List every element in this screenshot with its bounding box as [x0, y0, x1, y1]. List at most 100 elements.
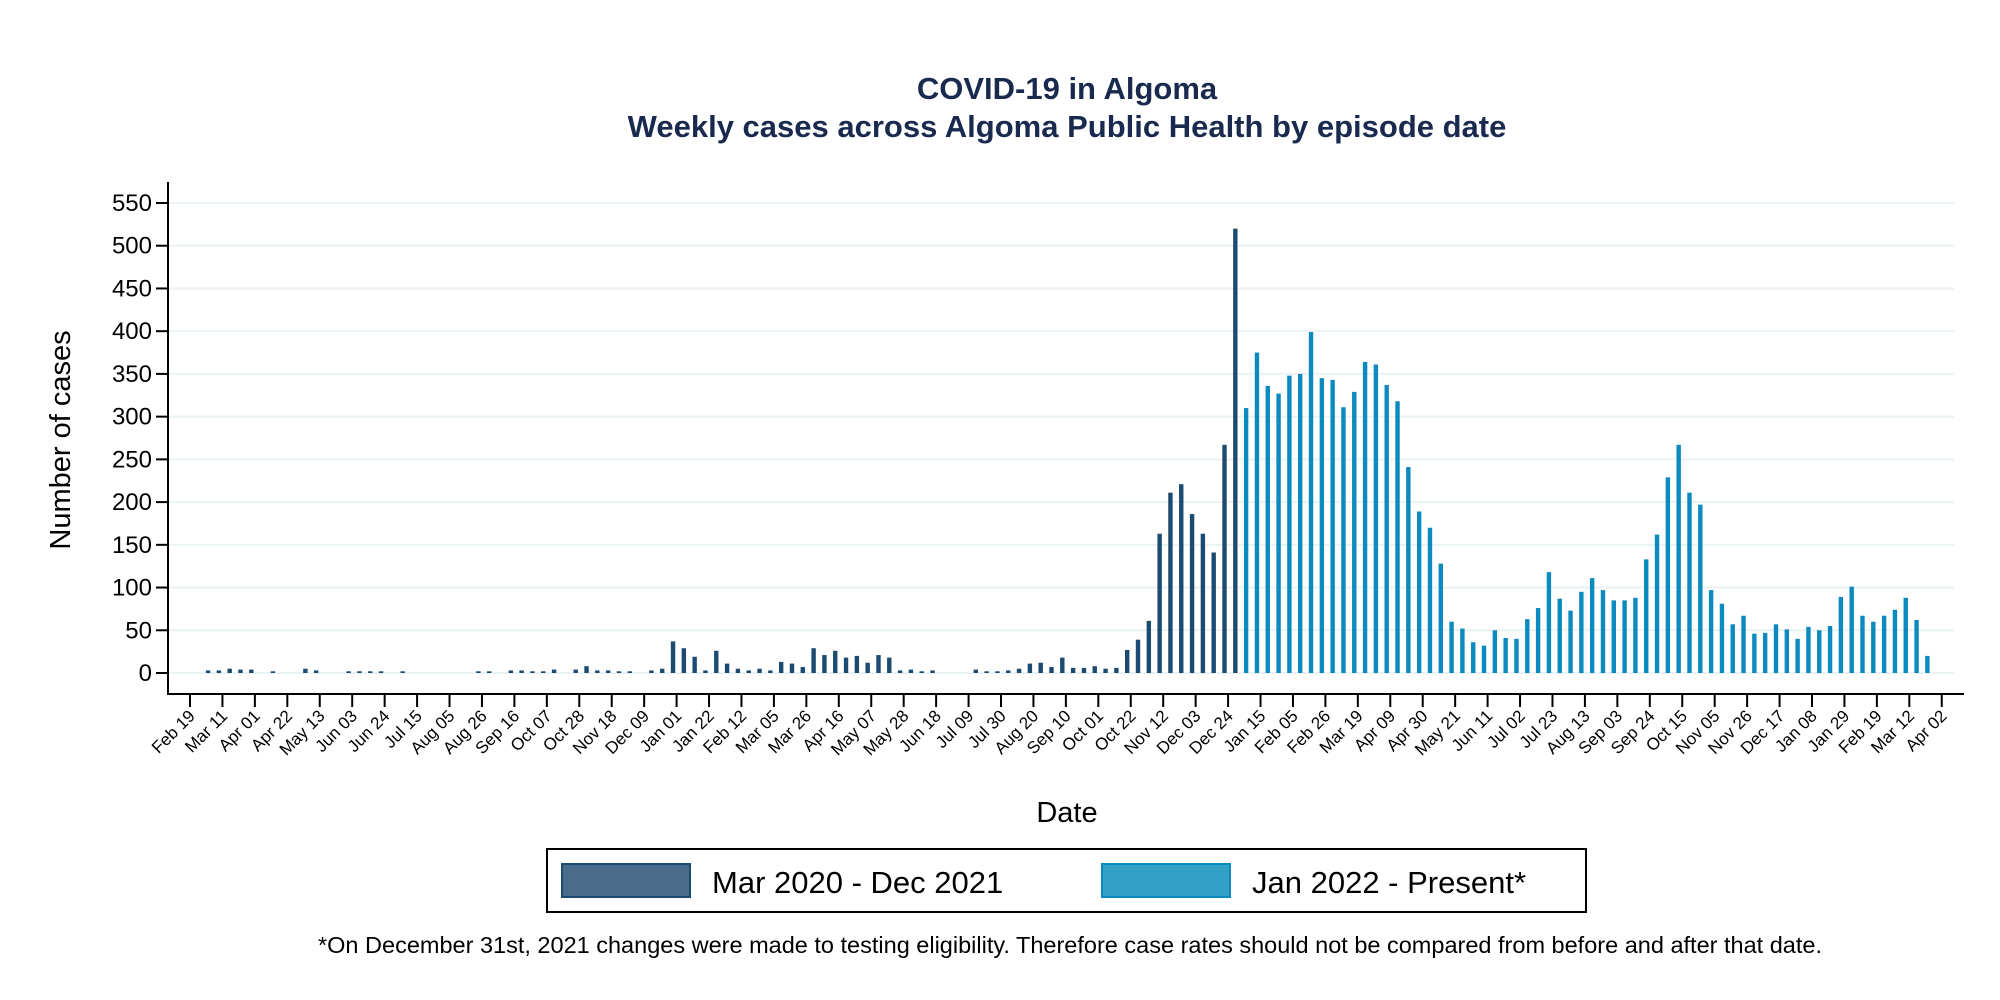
bar-period-2	[1276, 393, 1281, 673]
bar-period-1	[854, 655, 860, 673]
bar-period-1	[1189, 514, 1195, 673]
bar-period-2	[1881, 615, 1887, 673]
bar-period-1	[476, 671, 481, 673]
bar-period-2	[1903, 597, 1908, 673]
bar-period-2	[1460, 628, 1465, 673]
bar-period-1	[573, 669, 578, 673]
bar-period-1	[541, 671, 546, 673]
bar-period-2	[1622, 600, 1627, 673]
bar-period-1	[897, 670, 903, 673]
bar-period-1	[681, 648, 687, 673]
bar-period-2	[1752, 633, 1757, 673]
bar-period-1	[238, 669, 243, 673]
bar-period-2	[1817, 630, 1822, 673]
bar-period-2	[1654, 534, 1660, 673]
bar-period-2	[1352, 391, 1357, 673]
bar-period-2	[1471, 642, 1476, 673]
bar-period-2	[1265, 385, 1270, 673]
bar-period-1	[746, 670, 751, 673]
bar-period-1	[811, 648, 816, 673]
y-tick-label: 300	[112, 404, 152, 431]
bar-period-1	[1211, 552, 1216, 673]
y-tick-label: 450	[112, 275, 152, 302]
legend-box	[546, 848, 1587, 913]
bar-period-1	[616, 671, 622, 673]
bar-period-2	[1589, 578, 1595, 673]
bar-period-2	[1676, 444, 1681, 673]
bar-period-1	[714, 650, 719, 673]
bar-period-2	[1806, 626, 1811, 673]
bar-period-1	[843, 657, 849, 673]
bar-period-1	[627, 671, 632, 673]
bar-period-1	[757, 668, 762, 673]
y-tick-label: 150	[112, 532, 152, 559]
bar-period-2	[1730, 624, 1735, 673]
bar-period-1	[1222, 444, 1227, 673]
bar-period-2	[1687, 492, 1692, 673]
bar-period-1	[530, 671, 535, 673]
bar-period-1	[378, 671, 384, 673]
bar-period-1	[930, 670, 935, 673]
bar-period-1	[670, 641, 676, 673]
bar-period-1	[1233, 228, 1238, 674]
bar-period-2	[1298, 373, 1303, 673]
bar-period-1	[876, 655, 881, 673]
bar-period-2	[1600, 590, 1606, 673]
bar-period-2	[1741, 615, 1746, 673]
bar-period-1	[346, 671, 351, 673]
bar-period-2	[1611, 600, 1616, 673]
bar-period-2	[1860, 615, 1865, 673]
bar-period-2	[1557, 598, 1562, 673]
bar-period-2	[1665, 477, 1671, 673]
bar-period-2	[1341, 407, 1346, 673]
legend-swatch-period-2	[1101, 863, 1231, 898]
y-axis-title: Number of cases	[45, 330, 77, 549]
y-tick-label: 500	[112, 233, 152, 260]
bar-period-2	[1762, 632, 1768, 673]
bar-period-2	[1914, 620, 1919, 673]
bar-period-1	[487, 671, 492, 673]
bar-period-2	[1330, 379, 1335, 673]
bar-period-2	[1384, 385, 1389, 673]
bar-period-1	[833, 650, 838, 673]
bar-period-2	[1546, 572, 1552, 673]
bar-period-2	[1427, 527, 1433, 673]
y-tick-label: 50	[125, 617, 152, 644]
bar-period-1	[584, 666, 589, 673]
bar-period-2	[1892, 609, 1898, 673]
bar-period-1	[649, 670, 654, 673]
bar-period-2	[1308, 332, 1314, 673]
bar-period-1	[973, 669, 979, 673]
bar-period-2	[1644, 559, 1649, 673]
chart-subtitle: Weekly cases across Algoma Public Health…	[628, 109, 1507, 144]
bar-period-1	[595, 670, 600, 673]
bar-period-2	[1395, 401, 1400, 673]
bar-period-2	[1514, 638, 1519, 673]
bar-period-2	[1784, 629, 1790, 673]
bar-period-1	[400, 671, 405, 673]
bar-period-2	[1708, 590, 1714, 673]
legend-swatch-period-1	[561, 863, 691, 898]
bar-period-2	[1849, 586, 1854, 673]
bar-period-1	[313, 670, 319, 673]
bar-period-1	[216, 670, 222, 673]
bar-period-1	[1027, 663, 1033, 673]
bar-period-1	[1006, 670, 1011, 673]
bar-period-2	[1871, 621, 1876, 673]
x-axis-title: Date	[1036, 797, 1097, 829]
y-tick-label: 100	[112, 575, 152, 602]
bar-period-2	[1525, 619, 1530, 673]
bar-period-1	[1168, 492, 1173, 673]
bar-period-1	[1070, 667, 1076, 673]
bar-period-1	[822, 655, 827, 673]
y-tick-label: 350	[112, 361, 152, 388]
bar-period-1	[227, 668, 232, 673]
chart-title: COVID-19 in Algoma	[917, 71, 1218, 106]
bar-period-1	[1179, 484, 1184, 673]
bar-period-2	[1406, 467, 1411, 673]
bar-period-2	[1838, 596, 1844, 673]
bar-period-1	[1016, 668, 1022, 673]
bar-period-2	[1287, 375, 1292, 673]
bars	[205, 228, 1930, 674]
bar-period-2	[1373, 364, 1379, 673]
